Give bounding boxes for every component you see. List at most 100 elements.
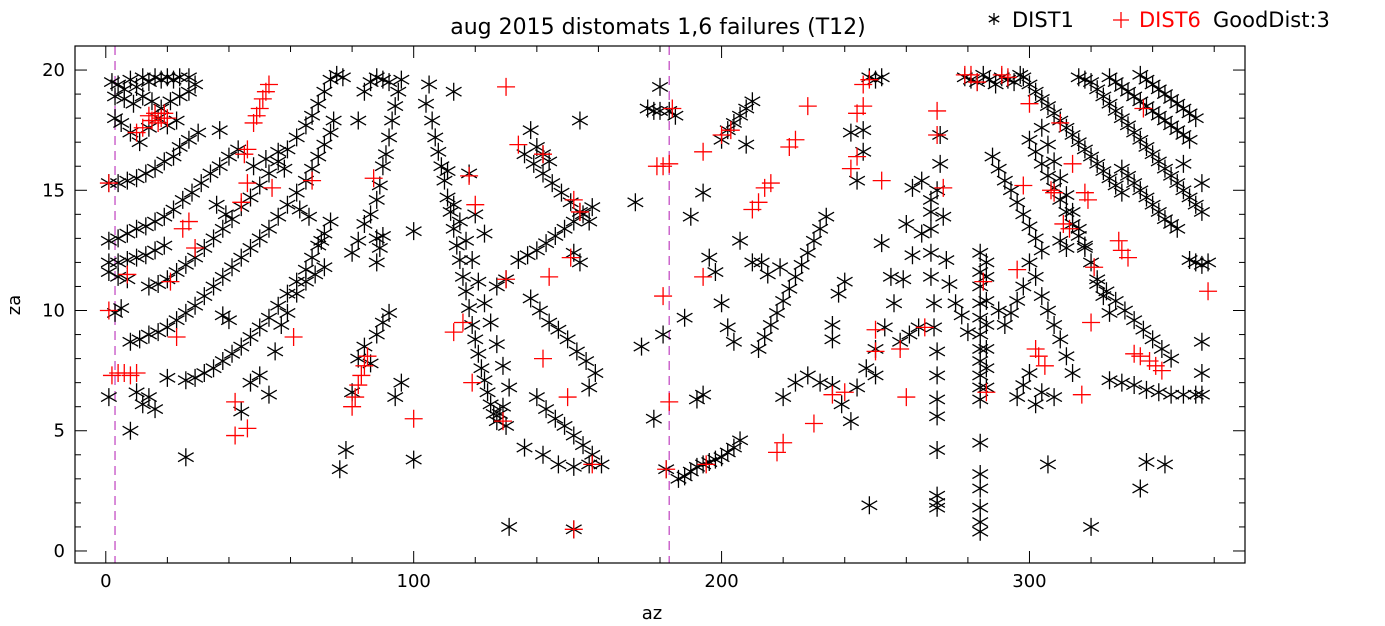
dist1-point (196, 287, 213, 306)
dist1-point (528, 137, 545, 156)
dist1-point (334, 68, 351, 87)
dist1-point (565, 426, 582, 445)
dist1-point (193, 174, 210, 193)
dist1-point (873, 68, 890, 87)
dist1-point (694, 385, 712, 404)
dist1-point (541, 313, 558, 332)
dist6-point (774, 433, 793, 452)
dist1-point (488, 277, 505, 296)
dist6-point (158, 109, 177, 128)
dist6-point (974, 272, 993, 291)
dist6-point (1152, 361, 1171, 380)
dist6-point (493, 412, 512, 431)
dist1-point (953, 306, 970, 325)
dist1-point (1181, 104, 1198, 123)
dist1-point (1082, 73, 1100, 92)
dist1-point (873, 234, 890, 253)
dist1-point (1076, 140, 1094, 159)
dist1-point (972, 308, 989, 327)
dist1-point (245, 157, 262, 176)
dist1-point (1021, 364, 1038, 383)
dist1-point (799, 243, 816, 262)
dist1-point (928, 181, 946, 200)
dist1-point (417, 94, 435, 113)
dist1-point (1098, 282, 1115, 301)
dist1-point (1138, 188, 1155, 207)
dist6-point (1119, 248, 1137, 267)
dist1-point (251, 366, 268, 385)
dist1-point (1175, 125, 1192, 144)
dist1-point (531, 301, 549, 320)
dist6-point (253, 89, 272, 108)
dist1-point (242, 188, 259, 207)
dist1-point (464, 315, 481, 334)
dist1-point (242, 373, 259, 392)
dist1-point (1052, 190, 1069, 209)
dist1-point (251, 176, 268, 195)
dist1-point (1162, 385, 1180, 404)
dist1-point (1076, 238, 1094, 257)
dist1-point (174, 190, 191, 209)
dist1-point (701, 248, 718, 267)
dist1-point (384, 111, 401, 130)
dist1-point (928, 390, 946, 409)
dist1-point (1089, 154, 1106, 173)
dist1-point (1181, 188, 1198, 207)
dist1-point (146, 400, 164, 419)
dist6-point (1085, 258, 1104, 277)
dist1-point (771, 258, 789, 277)
dist1-point (633, 337, 650, 356)
dist1-point (1169, 219, 1186, 238)
dist1-point (288, 128, 305, 147)
dist1-point (1009, 388, 1026, 407)
dist1-point (731, 231, 749, 250)
dist1-point (661, 101, 678, 120)
dist6-point (226, 392, 245, 411)
dist1-point (1132, 479, 1149, 498)
dist1-point (895, 270, 912, 289)
dist1-point (587, 364, 604, 383)
dist1-point (122, 332, 139, 351)
dist1-point (556, 219, 573, 238)
dist1-point (645, 101, 662, 120)
dist1-point (1095, 162, 1112, 181)
dist6-point (259, 75, 278, 94)
dist1-point (987, 75, 1004, 94)
dist1-point (497, 416, 515, 435)
dist1-point (725, 438, 743, 457)
dist1-point (322, 70, 339, 89)
dist1-point (1113, 183, 1130, 202)
dist1-point (211, 157, 228, 176)
dist1-point (571, 253, 589, 272)
dist1-point (186, 75, 204, 94)
dist1-point (279, 303, 296, 322)
dist1-point (876, 318, 893, 337)
dist6-point (1109, 231, 1128, 250)
x-tick-label: 100 (397, 571, 431, 592)
dist6-point (250, 99, 269, 118)
dist1-point (935, 207, 952, 226)
dist1-point (1101, 169, 1118, 188)
dist6-point (161, 272, 180, 291)
dist6-point (404, 409, 423, 428)
dist1-point (775, 291, 792, 310)
dist6-point (841, 159, 860, 178)
dist1-point (842, 123, 860, 142)
dist1-point (713, 448, 730, 467)
dist1-point (313, 231, 330, 250)
dist6-point (355, 356, 374, 375)
dist1-point (1119, 116, 1137, 135)
dist1-point (1193, 385, 1211, 404)
dist6-point (749, 193, 768, 212)
dist1-point (1101, 371, 1118, 390)
dist1-point (1107, 291, 1124, 310)
dist6-point (453, 313, 472, 332)
dist1-point (368, 325, 385, 344)
dist6-point (694, 267, 713, 286)
dist1-point (1064, 125, 1081, 144)
dist6-point (133, 118, 152, 137)
dist1-point (300, 207, 318, 226)
dist1-point (279, 140, 296, 159)
dist6-point (349, 376, 368, 395)
